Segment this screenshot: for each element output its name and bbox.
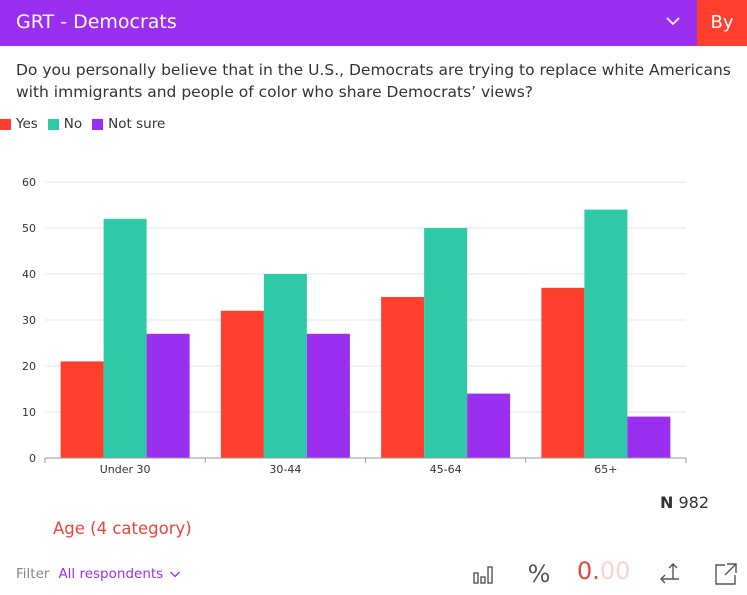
x-tick-label: Under 30 bbox=[100, 463, 151, 476]
sample-size-value: 982 bbox=[678, 493, 710, 512]
bar-no[interactable] bbox=[263, 274, 307, 458]
filter-dropdown[interactable]: All respondents bbox=[58, 566, 164, 582]
bar-not-sure[interactable] bbox=[146, 333, 190, 458]
bar-no[interactable] bbox=[424, 228, 468, 458]
sample-size-prefix: N bbox=[660, 493, 674, 512]
x-tick-label: 65+ bbox=[594, 463, 617, 476]
bar-not-sure[interactable] bbox=[306, 333, 350, 458]
percent-toggle-button[interactable]: % bbox=[527, 560, 551, 588]
external-link-icon bbox=[715, 563, 737, 585]
x-tick-label: 45-64 bbox=[430, 463, 462, 476]
legend-item-not-sure[interactable]: Not sure bbox=[92, 116, 165, 132]
bar-chart-icon bbox=[473, 566, 493, 584]
y-tick-label: 20 bbox=[22, 360, 36, 373]
bar-not-sure[interactable] bbox=[627, 416, 671, 458]
bar-chart: 0 10 20 30 40 50 60 Under 30 30-44 45-64 65+ bbox=[22, 176, 687, 476]
question-text: Do you personally believe that in the U.… bbox=[16, 61, 731, 101]
legend-item-yes[interactable]: Yes bbox=[0, 116, 38, 132]
chevron-down-icon[interactable] bbox=[169, 568, 181, 580]
x-tick-label: 30-44 bbox=[269, 463, 301, 476]
decimal-places-control[interactable]: 0.00 bbox=[577, 557, 630, 585]
filter-label: Filter bbox=[16, 566, 50, 582]
question-title: GRT - Democrats bbox=[16, 11, 177, 33]
bar-yes[interactable] bbox=[220, 310, 264, 458]
decimals-faded: 00 bbox=[599, 557, 631, 585]
legend-label-not-sure: Not sure bbox=[108, 116, 166, 132]
swap-axes-button[interactable] bbox=[656, 560, 684, 588]
y-tick-label: 50 bbox=[22, 222, 36, 235]
swap-arrows-icon bbox=[660, 563, 679, 584]
legend-swatch-no bbox=[47, 118, 59, 130]
open-external-button[interactable] bbox=[712, 560, 740, 588]
chart-legend: Yes No Not sure bbox=[0, 115, 175, 133]
legend-swatch-yes bbox=[0, 118, 11, 130]
breakdown-variable-link[interactable]: Age (4 category) bbox=[53, 519, 192, 538]
bar-no[interactable] bbox=[103, 218, 147, 458]
y-tick-label: 0 bbox=[29, 452, 36, 465]
y-tick-label: 40 bbox=[22, 268, 36, 281]
bar-yes[interactable] bbox=[381, 297, 425, 458]
legend-item-no[interactable]: No bbox=[47, 116, 83, 132]
filter-control: Filter All respondents bbox=[16, 566, 181, 582]
chart-type-button[interactable] bbox=[470, 560, 496, 588]
bar-no[interactable] bbox=[584, 209, 628, 458]
decimals-main: 0. bbox=[577, 557, 600, 585]
bar-not-sure[interactable] bbox=[467, 393, 511, 458]
header-bar: GRT - Democrats By bbox=[0, 0, 747, 46]
bar-yes[interactable] bbox=[60, 361, 104, 458]
legend-swatch-not-sure bbox=[92, 118, 104, 130]
y-tick-label: 60 bbox=[22, 176, 36, 189]
sample-size: N 982 bbox=[660, 493, 709, 512]
y-tick-label: 10 bbox=[22, 406, 36, 419]
legend-label-no: No bbox=[63, 116, 83, 132]
by-button[interactable]: By bbox=[697, 0, 747, 46]
chevron-down-icon[interactable] bbox=[664, 12, 682, 30]
y-tick-label: 30 bbox=[22, 314, 36, 327]
bar-yes[interactable] bbox=[541, 287, 585, 458]
legend-label-yes: Yes bbox=[16, 116, 38, 132]
